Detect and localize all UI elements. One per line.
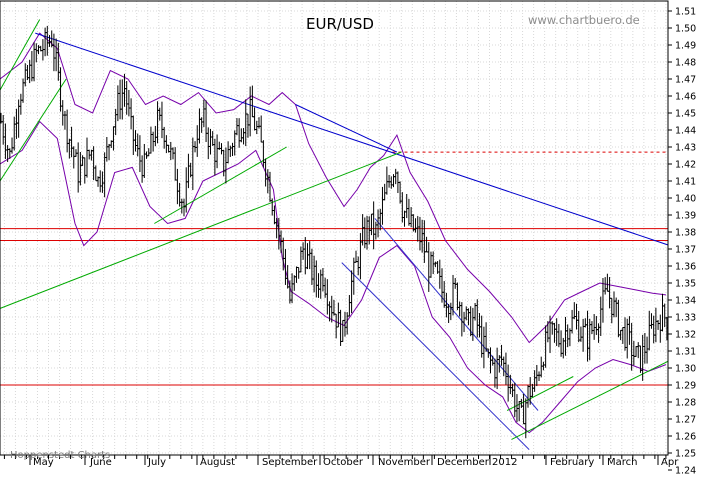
x-month-label: March [607,457,637,468]
y-tick-label: 1.25 [675,449,696,460]
y-tick-label: 1.33 [675,313,696,324]
chart-credit: Hoppenstedt Charts [10,450,110,461]
y-tick-label: 1.42 [675,160,696,171]
trendline [35,32,668,246]
y-tick-label: 1.29 [675,381,696,392]
watermark: www.chartbuero.de [528,13,640,27]
y-tick-label: 1.40 [675,194,696,205]
trendline [0,151,402,309]
y-tick-label: 1.36 [675,262,696,273]
trendline [295,104,398,153]
y-tick-label: 1.49 [675,41,696,52]
x-month-label: August [200,457,235,468]
trendline [511,360,668,440]
y-tick-label: 1.38 [675,228,696,239]
y-tick-label: 1.41 [675,177,696,188]
x-month-label: July [147,457,166,468]
y-tick-label: 1.32 [675,330,696,341]
x-month-label: June [89,457,112,468]
y-tick-label: 1.48 [675,58,696,69]
y-tick-label: 1.31 [675,347,696,358]
y-tick-label: 1.35 [675,279,696,290]
trendline [0,78,67,182]
x-month-label: September [262,457,318,468]
price-layer [0,25,668,439]
y-axis: 1.24 1.25 1.26 1.27 1.28 1.29 1.30 1.31 1.32 1.33… [668,7,696,477]
y-tick-label: 1.51 [675,7,696,18]
y-tick-label: 1.43 [675,143,696,154]
y-tick-label: 1.46 [675,92,696,103]
x-month-label: Apr [661,457,679,468]
y-tick-label: 1.50 [675,24,696,35]
grid-layer [0,1,668,455]
y-tick-label: 1.24 [675,466,696,477]
y-tick-label: 1.44 [675,126,696,137]
trendline-layer [0,19,668,450]
x-month-label: 2012 [492,457,517,468]
trendline [0,19,41,92]
x-month-label: November [378,457,431,468]
y-tick-label: 1.37 [675,245,696,256]
bollinger-upper-band [0,32,666,344]
y-tick-label: 1.47 [675,75,696,86]
plot-frame [0,0,669,456]
chart-title: EUR/USD [306,15,374,33]
x-month-label: May [33,457,54,468]
bollinger-lower-band [0,120,667,434]
x-month-label: December [437,457,490,468]
x-month-label: October [323,457,364,468]
y-tick-label: 1.27 [675,415,696,426]
trendline [506,376,574,411]
y-tick-label: 1.30 [675,364,696,375]
y-tick-label: 1.28 [675,398,696,409]
y-tick-label: 1.34 [675,296,696,307]
y-tick-label: 1.39 [675,211,696,222]
y-tick-label: 1.45 [675,109,696,120]
x-axis: May June July August September October Novembe… [3,455,679,468]
y-tick-label: 1.26 [675,432,696,443]
x-month-label: February [550,457,594,468]
trendline [154,146,287,224]
bollinger-layer [0,32,667,434]
trendline [341,262,530,450]
